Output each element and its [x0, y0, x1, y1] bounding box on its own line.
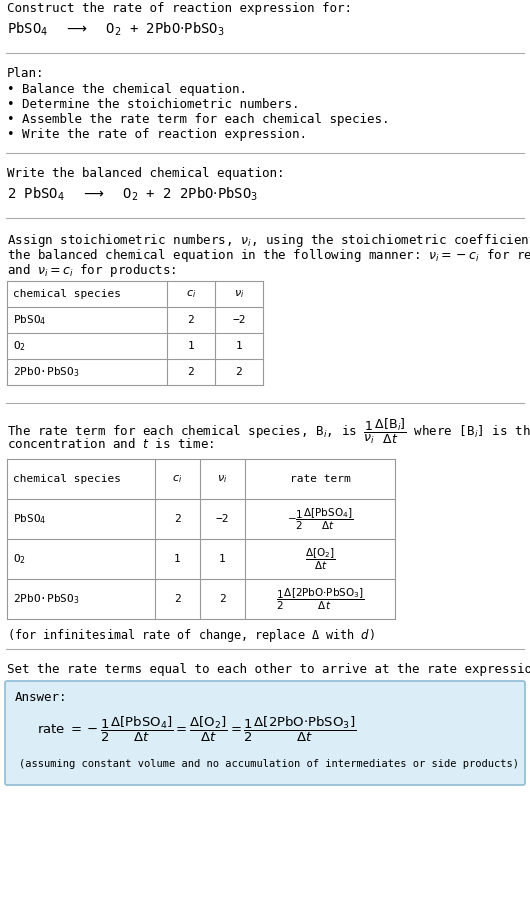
Text: 2PbO·PbSO$_3$: 2PbO·PbSO$_3$: [13, 592, 80, 606]
Text: PbSO$_4$  $\longrightarrow$  O$_2$ + 2PbO$\cdot$PbSO$_3$: PbSO$_4$ $\longrightarrow$ O$_2$ + 2PbO$…: [7, 21, 225, 38]
Text: 2: 2: [188, 367, 195, 377]
Text: 1: 1: [236, 341, 242, 351]
Text: 1: 1: [219, 554, 226, 564]
Text: PbSO$_4$: PbSO$_4$: [13, 512, 47, 526]
Text: Plan:: Plan:: [7, 67, 45, 80]
Text: • Write the rate of reaction expression.: • Write the rate of reaction expression.: [7, 128, 307, 141]
Text: the balanced chemical equation in the following manner: $\nu_i = -c_i$ for react: the balanced chemical equation in the fo…: [7, 247, 530, 264]
Text: The rate term for each chemical species, B$_i$, is $\dfrac{1}{\nu_i}\dfrac{\Delt: The rate term for each chemical species,…: [7, 417, 530, 446]
Text: 2: 2: [174, 594, 181, 604]
Text: and $\nu_i = c_i$ for products:: and $\nu_i = c_i$ for products:: [7, 262, 176, 279]
Text: Write the balanced chemical equation:: Write the balanced chemical equation:: [7, 167, 285, 180]
Text: $\dfrac{1}{2}\dfrac{\Delta[\mathrm{2PbO{\cdot}PbSO_3}]}{\Delta t}$: $\dfrac{1}{2}\dfrac{\Delta[\mathrm{2PbO{…: [276, 586, 364, 612]
Text: 1: 1: [188, 341, 195, 351]
Text: 2: 2: [174, 514, 181, 524]
Text: Set the rate terms equal to each other to arrive at the rate expression:: Set the rate terms equal to each other t…: [7, 663, 530, 676]
Text: Answer:: Answer:: [15, 691, 67, 704]
Text: 2: 2: [188, 315, 195, 325]
Text: chemical species: chemical species: [13, 289, 121, 299]
Text: O$_2$: O$_2$: [13, 339, 26, 353]
Text: (for infinitesimal rate of change, replace Δ with $d$): (for infinitesimal rate of change, repla…: [7, 627, 375, 644]
Text: Assign stoichiometric numbers, $\nu_i$, using the stoichiometric coefficients, $: Assign stoichiometric numbers, $\nu_i$, …: [7, 232, 530, 249]
Text: (assuming constant volume and no accumulation of intermediates or side products): (assuming constant volume and no accumul…: [19, 759, 519, 769]
Text: $\dfrac{\Delta[\mathrm{O_2}]}{\Delta t}$: $\dfrac{\Delta[\mathrm{O_2}]}{\Delta t}$: [305, 546, 335, 571]
Text: $c_i$: $c_i$: [186, 288, 196, 300]
Text: Construct the rate of reaction expression for:: Construct the rate of reaction expressio…: [7, 2, 352, 15]
Text: $\nu_i$: $\nu_i$: [234, 288, 244, 300]
Text: 1: 1: [174, 554, 181, 564]
Text: • Determine the stoichiometric numbers.: • Determine the stoichiometric numbers.: [7, 98, 299, 111]
FancyBboxPatch shape: [5, 681, 525, 785]
Text: rate term: rate term: [289, 474, 350, 484]
Text: $c_i$: $c_i$: [172, 473, 183, 485]
Text: concentration and $t$ is time:: concentration and $t$ is time:: [7, 437, 214, 451]
Text: −2: −2: [232, 315, 246, 325]
Text: −2: −2: [216, 514, 229, 524]
Text: chemical species: chemical species: [13, 474, 121, 484]
Text: 2: 2: [236, 367, 242, 377]
Text: $-\dfrac{1}{2}\dfrac{\Delta[\mathrm{PbSO_4}]}{\Delta t}$: $-\dfrac{1}{2}\dfrac{\Delta[\mathrm{PbSO…: [287, 506, 353, 531]
Text: 2PbO·PbSO$_3$: 2PbO·PbSO$_3$: [13, 365, 80, 379]
Text: 2: 2: [219, 594, 226, 604]
Text: PbSO$_4$: PbSO$_4$: [13, 313, 47, 327]
Text: 2 PbSO$_4$  $\longrightarrow$  O$_2$ + 2 2PbO$\cdot$PbSO$_3$: 2 PbSO$_4$ $\longrightarrow$ O$_2$ + 2 2…: [7, 186, 258, 204]
Text: • Balance the chemical equation.: • Balance the chemical equation.: [7, 83, 247, 96]
Text: O$_2$: O$_2$: [13, 552, 26, 566]
Text: rate $= -\dfrac{1}{2}\dfrac{\Delta[\mathrm{PbSO_4}]}{\Delta t} = \dfrac{\Delta[\: rate $= -\dfrac{1}{2}\dfrac{\Delta[\math…: [37, 715, 356, 744]
Text: • Assemble the rate term for each chemical species.: • Assemble the rate term for each chemic…: [7, 113, 390, 126]
Text: $\nu_i$: $\nu_i$: [217, 473, 228, 485]
